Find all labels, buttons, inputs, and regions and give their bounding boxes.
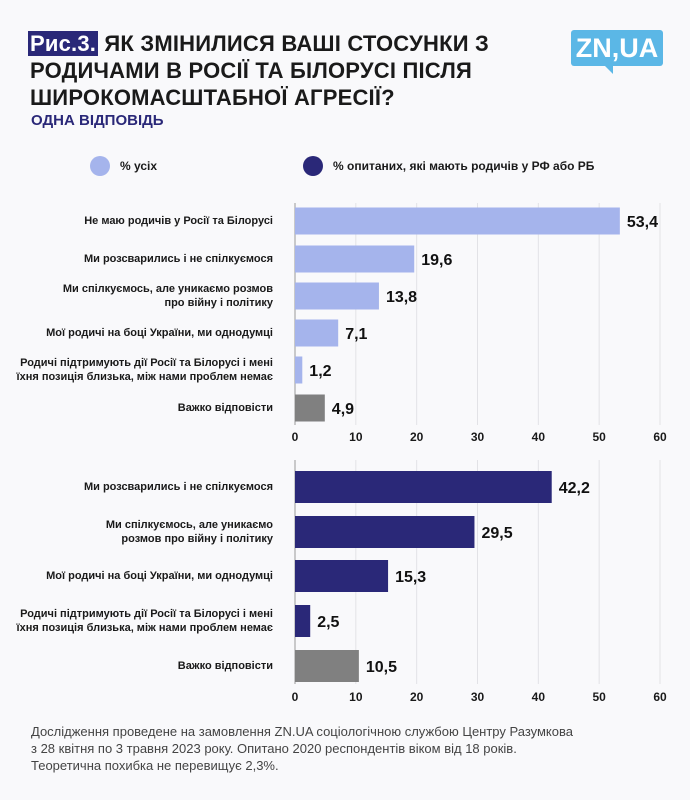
category-label: Ми спілкуємось, але уникаємо розмов про в… xyxy=(105,519,273,545)
legend-dot-icon xyxy=(90,156,110,176)
tick-label: 0 xyxy=(292,690,299,704)
tick-label: 40 xyxy=(532,430,546,444)
title-text: ЯК ЗМІНИЛИСЯ ВАШІ СТОСУНКИ З РОДИЧАМИ В … xyxy=(30,31,490,110)
footer-line: Дослідження проведене на замовлення ZN.U… xyxy=(31,724,573,739)
data-label: 53,4 xyxy=(627,214,658,231)
chart-title: Рис.3. ЯК ЗМІНИЛИСЯ ВАШІ СТОСУНКИ З РОДИ… xyxy=(28,30,550,111)
data-label: 7,1 xyxy=(345,326,367,343)
figure-label: Рис.3. xyxy=(28,31,99,56)
bar xyxy=(295,394,325,422)
bar xyxy=(295,282,379,310)
tick-label: 40 xyxy=(532,690,546,704)
data-label: 29,5 xyxy=(481,525,512,542)
tick-label: 10 xyxy=(349,430,363,444)
data-label: 19,6 xyxy=(421,252,452,269)
tick-label: 60 xyxy=(653,430,667,444)
data-label: 1,2 xyxy=(309,363,331,380)
category-label: Не маю родичів у Росії та Білорусі xyxy=(84,215,273,227)
data-label: 2,5 xyxy=(317,614,339,631)
data-label: 13,8 xyxy=(386,289,417,306)
bar xyxy=(295,471,552,503)
tick-label: 30 xyxy=(471,430,485,444)
category-label: Родичі підтримують дії Росії та Білорусі… xyxy=(16,608,274,634)
legend-label: % опитаних, які мають родичів у РФ або Р… xyxy=(333,159,595,173)
bar xyxy=(295,319,339,347)
footer-note: Дослідження проведене на замовлення ZN.U… xyxy=(31,723,573,774)
data-label: 15,3 xyxy=(395,569,426,586)
zn-ua-logo: ZN,UA xyxy=(571,30,663,74)
subtitle: ОДНА ВІДПОВІДЬ xyxy=(31,112,164,129)
category-label: Важко відповісти xyxy=(177,402,273,414)
bar xyxy=(295,245,415,273)
bar xyxy=(295,356,303,384)
category-label: Ми спілкуємось, але уникаємо розмов про в… xyxy=(62,283,273,309)
bar xyxy=(295,605,311,637)
tick-label: 10 xyxy=(349,690,363,704)
footer-line: Теоретична похибка не перевищує 2,3%. xyxy=(31,758,279,773)
tick-label: 30 xyxy=(471,690,485,704)
category-label: Ми розсварились і не спілкуємося xyxy=(83,253,273,265)
data-label: 4,9 xyxy=(332,401,354,418)
footer-line: з 28 квітня по 3 травня 2023 року. Опита… xyxy=(31,741,517,756)
data-label: 42,2 xyxy=(559,480,590,497)
tick-label: 20 xyxy=(410,430,424,444)
category-label: Родичі підтримують дії Росії та Білорусі… xyxy=(16,357,274,383)
tick-label: 20 xyxy=(410,690,424,704)
legend-all: % усіх xyxy=(90,156,157,176)
category-label: Ми розсварились і не спілкуємося xyxy=(83,481,273,493)
bar xyxy=(295,650,359,682)
bar xyxy=(295,516,475,548)
legend-relatives: % опитаних, які мають родичів у РФ або Р… xyxy=(303,156,594,176)
tick-label: 60 xyxy=(653,690,667,704)
data-label: 10,5 xyxy=(366,659,397,676)
category-label: Мої родичі на боці України, ми однодумці xyxy=(46,327,273,339)
legend-label: % усіх xyxy=(120,159,158,173)
bar xyxy=(295,560,389,592)
tick-label: 50 xyxy=(592,690,606,704)
tick-label: 50 xyxy=(592,430,606,444)
bar xyxy=(295,207,620,235)
tick-label: 0 xyxy=(292,430,299,444)
category-label: Мої родичі на боці України, ми однодумці xyxy=(46,570,273,582)
legend-dot-icon xyxy=(303,156,323,176)
category-label: Важко відповісти xyxy=(177,660,273,672)
